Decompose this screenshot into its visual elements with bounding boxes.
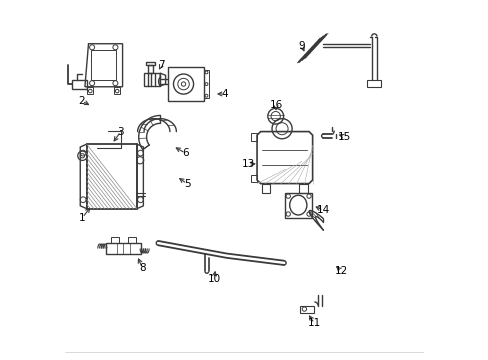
Text: 2: 2 [79,96,85,106]
Text: 8: 8 [139,263,145,273]
Text: 3: 3 [117,127,124,136]
Text: 13: 13 [241,159,254,169]
Text: 10: 10 [207,274,220,284]
Text: 15: 15 [338,132,351,142]
Text: 11: 11 [307,319,321,328]
Text: 14: 14 [316,206,329,216]
Text: 9: 9 [298,41,305,50]
Text: 5: 5 [183,179,190,189]
Text: 12: 12 [334,266,347,276]
Text: 1: 1 [79,213,85,222]
Text: 7: 7 [158,60,164,70]
Text: 4: 4 [221,89,227,99]
Text: 16: 16 [269,100,282,110]
Text: 6: 6 [182,148,188,158]
